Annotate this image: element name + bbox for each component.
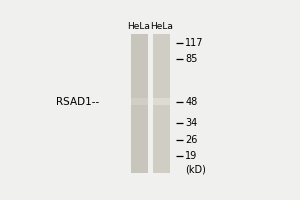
Text: 34: 34 bbox=[185, 118, 197, 128]
Text: 48: 48 bbox=[185, 97, 197, 107]
Text: 26: 26 bbox=[185, 135, 197, 145]
Bar bbox=[130, 34, 148, 173]
Text: HeLa: HeLa bbox=[127, 22, 150, 31]
Bar bbox=[130, 98, 148, 105]
Bar bbox=[153, 34, 170, 173]
Text: 85: 85 bbox=[185, 54, 197, 64]
Text: 19: 19 bbox=[185, 151, 197, 161]
Text: 117: 117 bbox=[185, 38, 204, 48]
Bar bbox=[153, 98, 170, 105]
Text: RSAD1--: RSAD1-- bbox=[56, 97, 99, 107]
Text: HeLa: HeLa bbox=[150, 22, 173, 31]
Text: (kD): (kD) bbox=[185, 165, 206, 175]
